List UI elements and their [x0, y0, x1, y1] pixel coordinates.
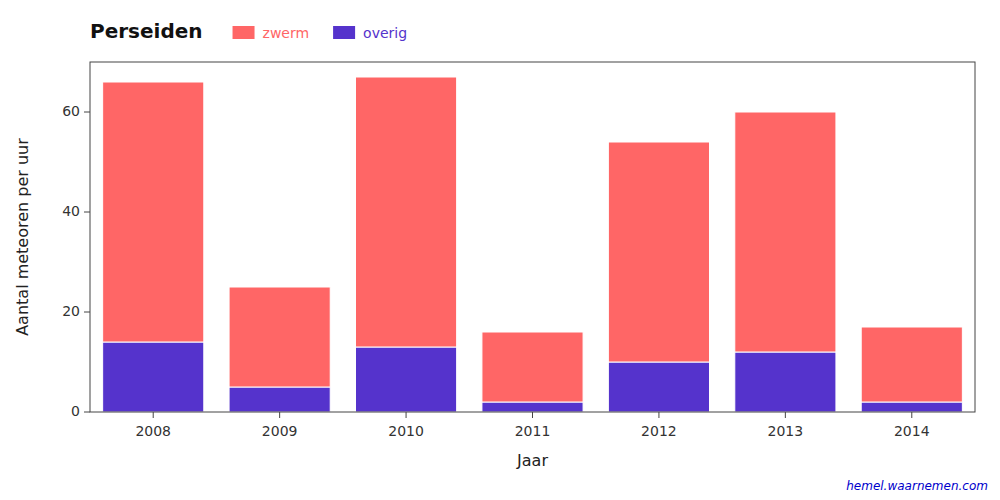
y-axis: 0 20 40 60 [62, 103, 90, 419]
y-tick [84, 212, 90, 213]
x-tick [406, 412, 407, 418]
bar [229, 387, 330, 412]
bar [608, 142, 709, 362]
title: Perseiden [90, 19, 203, 43]
x-axis: 2008 2009 2010 2011 2012 2013 2014 [135, 412, 929, 439]
x-tick [153, 412, 154, 418]
y-tick-label: 40 [62, 203, 80, 219]
x-tick [785, 412, 786, 418]
x-tick [658, 412, 659, 418]
y-tick [84, 312, 90, 313]
bar [482, 402, 583, 412]
bar [103, 342, 204, 412]
x-tick [911, 412, 912, 418]
y-tick-label: 0 [71, 403, 80, 419]
bar [861, 327, 962, 402]
x-tick-label: 2013 [768, 423, 804, 439]
x-tick-label: 2014 [894, 423, 930, 439]
x-tick-label: 2008 [135, 423, 171, 439]
y-tick [84, 112, 90, 113]
bar [608, 362, 709, 412]
x-tick-label: 2010 [388, 423, 424, 439]
x-tick-label: 2009 [262, 423, 298, 439]
bars [103, 77, 963, 412]
legend-label: overig [363, 25, 407, 41]
bar [229, 287, 330, 387]
plot-frame [90, 62, 975, 412]
x-tick [532, 412, 533, 418]
x-axis-label: Jaar [516, 451, 548, 470]
bar [103, 82, 204, 342]
bar [356, 77, 457, 347]
legend: zwerm overig [233, 25, 408, 41]
x-tick [279, 412, 280, 418]
bar [861, 402, 962, 412]
y-tick-label: 20 [62, 303, 80, 319]
chart: 0 20 40 60 2008 2009 2010 2011 2012 2013 2014 Jaar A… [0, 0, 1000, 500]
series-zwerm [103, 77, 963, 402]
y-tick-label: 60 [62, 103, 80, 119]
x-tick-label: 2012 [641, 423, 677, 439]
bar [482, 332, 583, 402]
x-tick-label: 2011 [515, 423, 551, 439]
y-axis-label: Aantal meteoren per uur [13, 138, 32, 336]
legend-swatch [333, 26, 355, 39]
bar [735, 112, 836, 352]
bar [735, 352, 836, 412]
legend-label: zwerm [263, 25, 310, 41]
bar [356, 347, 457, 412]
y-tick [84, 412, 90, 413]
watermark: hemel.waarnemen.com [846, 479, 988, 493]
legend-swatch [233, 26, 255, 39]
